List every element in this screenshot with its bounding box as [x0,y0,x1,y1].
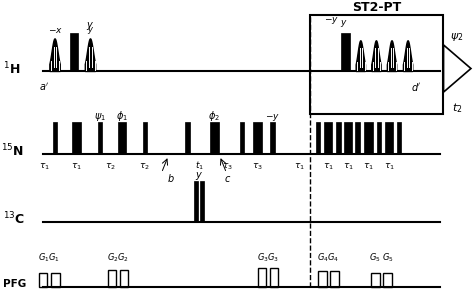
Bar [108,270,117,287]
Bar [310,15,443,114]
Bar [53,122,57,154]
Polygon shape [356,41,365,71]
Polygon shape [403,41,413,71]
Bar [253,122,262,154]
Text: $c$: $c$ [224,174,231,184]
Text: $-y$: $-y$ [324,15,339,26]
Text: $\tau_1$: $\tau_1$ [39,162,50,172]
Text: ST2-PT: ST2-PT [352,1,401,14]
Bar [270,269,278,287]
Text: $b$: $b$ [167,172,175,184]
Text: $\tau_3$: $\tau_3$ [252,162,263,172]
Text: $\phi_1$: $\phi_1$ [116,109,128,123]
Bar [98,122,102,154]
Text: $y$: $y$ [195,170,203,182]
Text: $t_2$: $t_2$ [452,101,463,115]
Bar [210,122,219,154]
Text: $a'$: $a'$ [39,81,49,93]
Bar [324,122,332,154]
Text: $^{15}$N: $^{15}$N [0,143,24,159]
Text: $^{13}$C: $^{13}$C [3,211,25,227]
Text: $\tau_1$: $\tau_1$ [343,162,354,172]
Text: $\tau_2$: $\tau_2$ [139,162,150,172]
Text: $\tau_3$: $\tau_3$ [222,162,233,172]
Bar [118,122,127,154]
Text: $y$: $y$ [86,20,94,32]
Bar [194,180,199,222]
Bar [318,271,327,287]
Bar [185,122,190,154]
Bar [371,273,380,287]
Bar [120,270,128,287]
Bar [200,180,204,222]
Text: $\tau_1$: $\tau_1$ [384,162,395,172]
Text: $-x$: $-x$ [47,26,63,35]
Bar [383,273,392,287]
Bar [72,122,81,154]
Bar [330,271,338,287]
Polygon shape [387,41,397,71]
Text: $G_5\ G_5$: $G_5\ G_5$ [369,251,393,264]
Polygon shape [372,41,381,71]
Bar [51,273,60,287]
Text: $\tau_2$: $\tau_2$ [105,162,116,172]
Text: $\phi_2$: $\phi_2$ [209,109,220,123]
Bar [270,122,274,154]
Bar [341,33,350,71]
Polygon shape [50,39,60,71]
Text: $G_2G_2$: $G_2G_2$ [107,251,129,264]
Bar [397,122,401,154]
Bar [377,122,381,154]
Bar [316,122,320,154]
Bar [344,122,352,154]
Bar [39,273,47,287]
Text: $-y$: $-y$ [265,111,280,123]
Bar [70,33,78,71]
Text: $\tau_1$: $\tau_1$ [294,162,305,172]
Text: $t_1$: $t_1$ [195,160,204,172]
Bar [239,122,244,154]
Text: $\tau_1$: $\tau_1$ [323,162,334,172]
Text: $G_3G_3$: $G_3G_3$ [256,251,279,264]
Bar [385,122,393,154]
Text: $\psi_1$: $\psi_1$ [94,111,106,123]
Text: $y$: $y$ [339,18,347,29]
Bar [364,122,373,154]
Text: PFG: PFG [3,279,27,289]
Text: $d'$: $d'$ [411,81,422,93]
Bar [356,122,360,154]
Text: $\tau_1$: $\tau_1$ [71,162,82,172]
Text: $G_4G_4$: $G_4G_4$ [317,251,339,264]
Text: $^1$H: $^1$H [3,60,20,77]
Bar [258,269,266,287]
Text: $\psi_2$: $\psi_2$ [450,31,464,43]
Text: $y$: $y$ [87,25,94,36]
Bar [337,122,341,154]
Text: $\tau_1$: $\tau_1$ [363,162,374,172]
Text: $G_1G_1$: $G_1G_1$ [38,251,60,264]
Bar [143,122,147,154]
Polygon shape [85,39,96,71]
